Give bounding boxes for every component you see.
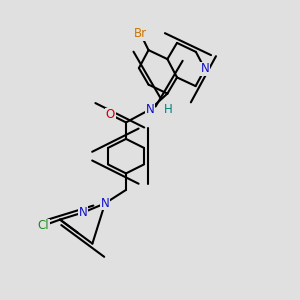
Text: O: O [106,108,115,121]
Text: H: H [164,103,172,116]
Text: N: N [79,206,88,219]
Text: N: N [200,62,209,76]
Text: N: N [146,103,154,116]
Text: Cl: Cl [38,219,49,232]
Text: N: N [100,197,109,210]
Text: Br: Br [134,27,147,40]
